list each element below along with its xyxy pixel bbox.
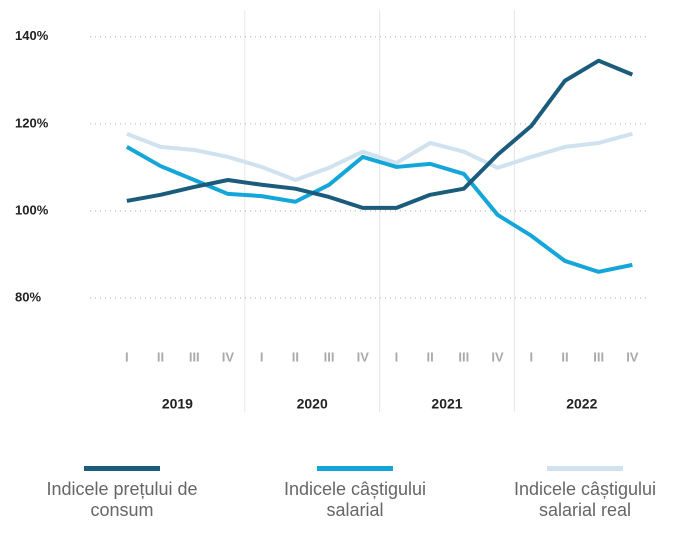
x-tick-label: I: [260, 349, 264, 364]
year-label: 2020: [297, 396, 328, 412]
x-tick-label: I: [125, 349, 129, 364]
legend-item: Indicele câștigului salarial: [255, 466, 455, 521]
series-line: [125, 145, 633, 274]
legend-label: Indicele câștigului salarial real: [513, 479, 657, 520]
chart: 80%100%120%140%I II III IV I II III IV I II III IV I…: [15, 10, 650, 412]
y-tick-label: 80%: [15, 289, 41, 304]
x-tick-label: III: [593, 349, 604, 364]
x-tick-label: I: [529, 349, 533, 364]
x-tick-label: II: [157, 349, 164, 364]
y-tick-label: 120%: [15, 115, 49, 130]
legend-item: Indicele prețului de consum: [22, 466, 222, 521]
legend-label: Indicele prețului de consum: [46, 479, 198, 520]
series-line: [126, 131, 633, 182]
legend-swatch: [84, 466, 160, 471]
y-tick-label: 100%: [15, 202, 49, 217]
x-tick-label: III: [324, 349, 335, 364]
legend: Indicele prețului de consum Indicele câșt…: [0, 466, 688, 538]
year-label: 2019: [162, 396, 193, 412]
x-tick-label: II: [427, 349, 434, 364]
x-tick-label: III: [458, 349, 469, 364]
x-tick-label: II: [292, 349, 299, 364]
year-label: 2021: [431, 396, 462, 412]
legend-item: Indicele câștigului salarial real: [485, 466, 685, 521]
series-line: [126, 58, 634, 210]
year-label: 2022: [566, 396, 597, 412]
x-tick-label: IV: [222, 349, 235, 364]
legend-swatch: [317, 466, 393, 471]
y-tick-label: 140%: [15, 28, 49, 43]
legend-swatch: [547, 466, 623, 471]
x-tick-label: I: [395, 349, 399, 364]
x-tick-label: IV: [357, 349, 370, 364]
x-tick-label: IV: [491, 349, 504, 364]
x-tick-label: II: [561, 349, 568, 364]
x-tick-label: IV: [626, 349, 639, 364]
x-tick-label: III: [189, 349, 200, 364]
legend-label: Indicele câștigului salarial: [283, 479, 427, 520]
